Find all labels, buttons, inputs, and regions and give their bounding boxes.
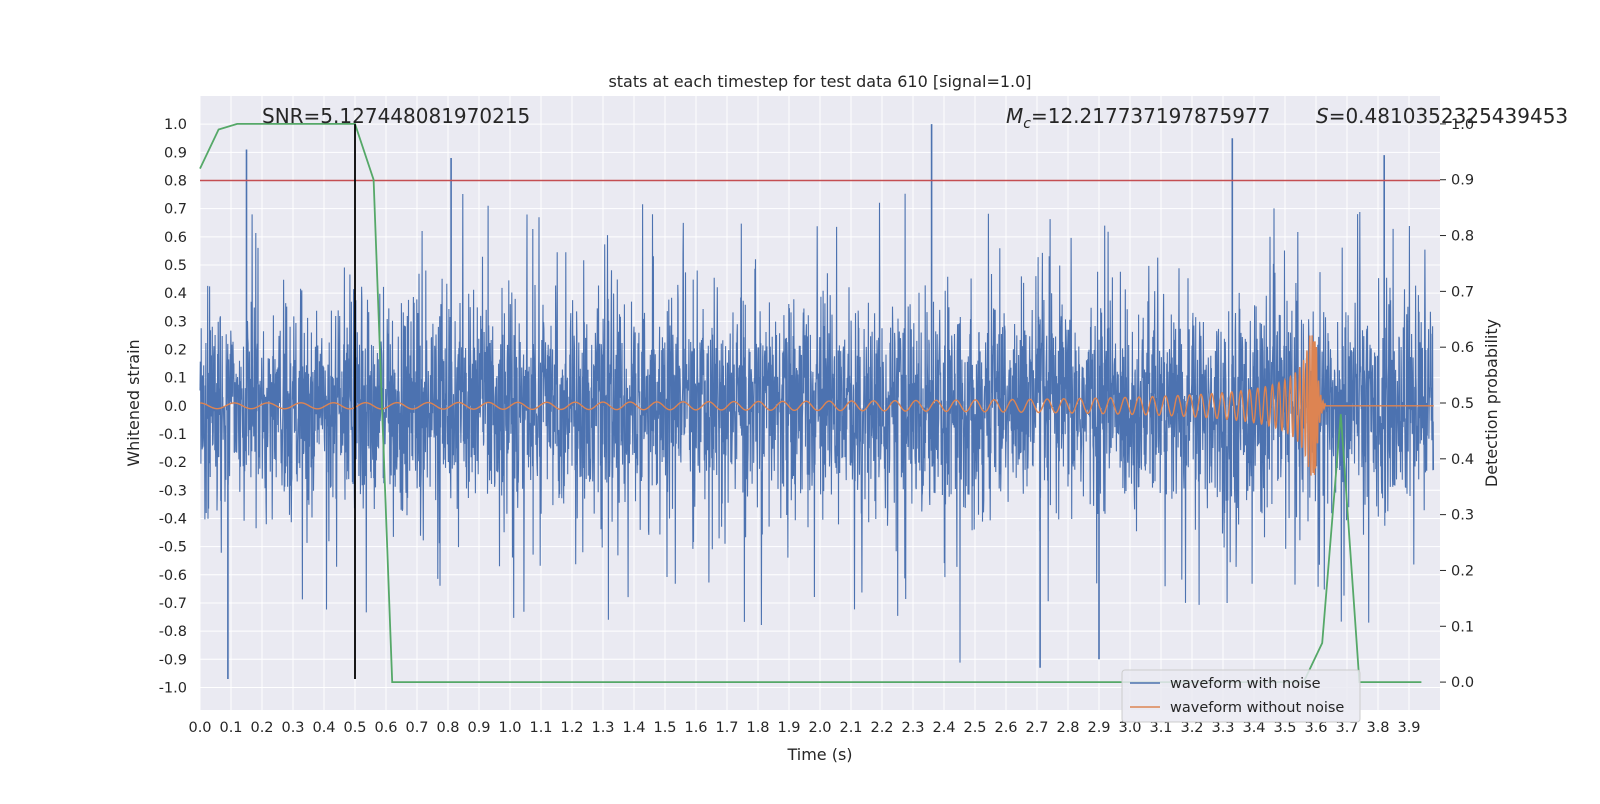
x-tick-label: 0.8: [436, 720, 459, 736]
mc-subscript: c: [1023, 116, 1031, 132]
y-tick-label: 0.2: [164, 342, 187, 358]
x-tick-label: 1.6: [684, 720, 707, 736]
noise-waveform: [199, 124, 1435, 680]
x-tick-label: 3.3: [1211, 720, 1234, 736]
x-tick-label: 3.2: [1180, 720, 1203, 736]
x-tick-label: 1.8: [746, 720, 769, 736]
x-axis-label: Time (s): [786, 745, 852, 764]
x-tick-label: 2.3: [901, 720, 924, 736]
x-tick-label: 1.5: [653, 720, 676, 736]
y-tick-label: 0.6: [164, 230, 187, 246]
y-tick-label: -0.5: [159, 540, 187, 556]
x-tick-label: 1.0: [498, 720, 521, 736]
series-detection-probability: [199, 123, 1422, 683]
x-tick-label: 3.7: [1335, 720, 1358, 736]
mc-symbol: M: [1006, 104, 1023, 128]
x-tick-label: 1.9: [777, 720, 800, 736]
x-tick-label: 1.3: [591, 720, 614, 736]
y2-tick-label: 0.9: [1451, 173, 1474, 189]
y2-tick-label: 0.8: [1451, 229, 1474, 245]
x-tick-label: 3.4: [1242, 720, 1265, 736]
y2-tick-label: 0.2: [1451, 563, 1474, 579]
x-tick-label: 2.1: [839, 720, 862, 736]
x-tick-label: 0.4: [312, 720, 335, 736]
y-tick-label: -0.2: [159, 455, 187, 471]
s-value: =0.4810352325439453: [1329, 104, 1568, 128]
x-tick-label: 1.2: [560, 720, 583, 736]
overlay: [199, 123, 1440, 683]
x-tick-label: 2.4: [932, 720, 955, 736]
s-annotation: S=0.4810352325439453: [1316, 104, 1568, 128]
x-tick-label: 0.5: [343, 720, 366, 736]
x-tick-label: 2.0: [808, 720, 831, 736]
y2-tick-label: 0.7: [1451, 284, 1474, 300]
x-tick-label: 0.6: [374, 720, 397, 736]
x-tick-label: 3.5: [1273, 720, 1296, 736]
y-axis-label: Whitened strain: [124, 339, 143, 466]
y2-tick-label: 0.1: [1451, 619, 1474, 635]
x-tick-label: 0.7: [405, 720, 428, 736]
x-tick-label: 0.2: [250, 720, 273, 736]
x-tick-label: 1.4: [622, 720, 645, 736]
x-tick-label: 0.3: [281, 720, 304, 736]
legend-label-noise: waveform with noise: [1170, 676, 1321, 692]
y2-axis-label: Detection probability: [1482, 319, 1501, 487]
y-tick-label: -1.0: [159, 680, 187, 696]
y-tick-label: -0.6: [159, 568, 187, 584]
x-tick-label: 2.9: [1087, 720, 1110, 736]
y-tick-label: 0.8: [164, 173, 187, 189]
y-tick-label: 0.1: [164, 371, 187, 387]
y-tick-label: 0.5: [164, 258, 187, 274]
x-tick-label: 3.8: [1366, 720, 1389, 736]
x-tick-label: 0.1: [219, 720, 242, 736]
x-tick-label: 2.5: [963, 720, 986, 736]
y-tick-label: -0.9: [159, 652, 187, 668]
s-symbol: S: [1316, 104, 1329, 128]
y-tick-label: 0.0: [164, 399, 187, 415]
y2-tick-label: 0.0: [1451, 675, 1474, 691]
y-tick-label: 0.4: [164, 286, 187, 302]
y2-tick-label: 0.4: [1451, 452, 1474, 468]
x-tick-label: 3.6: [1304, 720, 1327, 736]
y-tick-label: 0.7: [164, 202, 187, 218]
mc-annotation: Mc=12.217737197875977: [1006, 104, 1270, 132]
x-tick-label: 2.7: [1025, 720, 1048, 736]
legend: waveform with noise waveform without noi…: [1121, 669, 1361, 723]
x-tick-label: 3.9: [1397, 720, 1420, 736]
ticks: 0.0 0.1 0.2 0.3 0.4 0.5 0.6 0.7 0.8 0.9 1.0 1.1 1.2 1…: [159, 117, 1474, 736]
x-tick-label: 1.7: [715, 720, 738, 736]
y-tick-label: -0.1: [159, 427, 187, 443]
x-tick-label: 0.0: [188, 720, 211, 736]
snr-annotation: SNR=5.127448081970215: [262, 104, 530, 128]
x-tick-label: 2.8: [1056, 720, 1079, 736]
chart-title: stats at each timestep for test data 610…: [608, 72, 1031, 91]
y-tick-label: 0.3: [164, 314, 187, 330]
y-tick-label: -0.7: [159, 596, 187, 612]
mc-value: =12.217737197875977: [1031, 104, 1270, 128]
series-waveform-with-noise: [199, 193, 1435, 663]
y2-tick-label: 0.5: [1451, 396, 1474, 412]
legend-box: [1121, 669, 1361, 723]
y2-tick-label: 1.0: [1451, 117, 1474, 133]
x-tick-label: 3.0: [1118, 720, 1141, 736]
y-tick-label: 0.9: [164, 145, 187, 161]
y2-tick-label: 0.6: [1451, 340, 1474, 356]
y-tick-label: -0.3: [159, 483, 187, 499]
x-tick-label: 2.2: [870, 720, 893, 736]
x-tick-label: 0.9: [467, 720, 490, 736]
x-tick-label: 1.1: [529, 720, 552, 736]
y-tick-label: -0.8: [159, 624, 187, 640]
y-tick-label: -0.4: [159, 511, 187, 527]
y-tick-label: 1.0: [164, 117, 187, 133]
y2-tick-label: 0.3: [1451, 508, 1474, 524]
x-tick-label: 2.6: [994, 720, 1017, 736]
x-tick-label: 3.1: [1149, 720, 1172, 736]
series-waveform-without-noise: [200, 335, 1434, 476]
legend-label-clean: waveform without noise: [1170, 700, 1344, 716]
